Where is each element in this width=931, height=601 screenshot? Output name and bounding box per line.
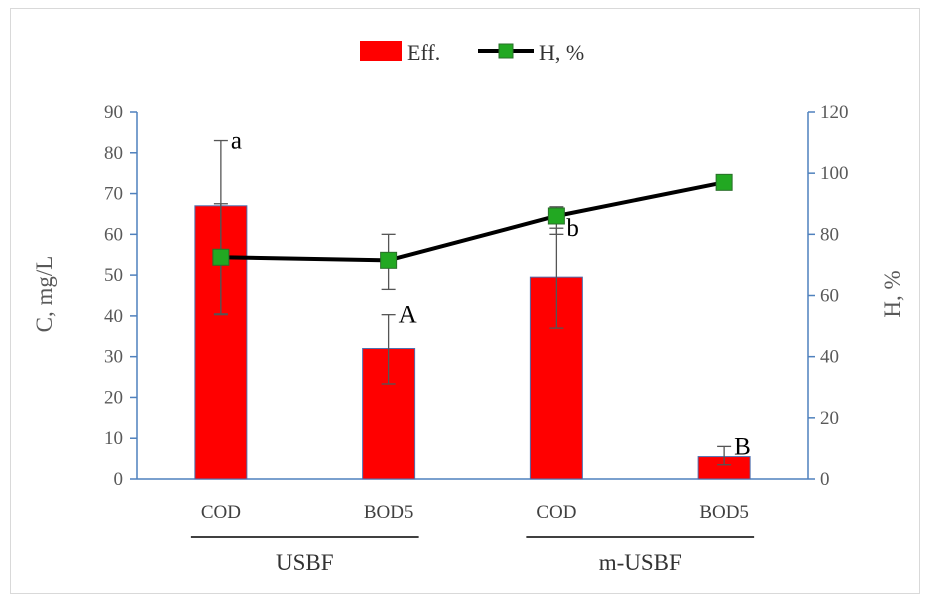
right-axis-tick-label: 0 (820, 469, 830, 490)
legend-line-label: H, % (539, 40, 584, 65)
left-axis-tick-label: 80 (104, 143, 123, 164)
category-label: COD (201, 502, 241, 523)
right-axis-title: H, % (880, 270, 905, 317)
category-label: COD (536, 502, 576, 523)
left-axis-title: C, mg/L (32, 256, 57, 333)
left-axis-tick-label: 90 (104, 102, 123, 123)
bar-error-bars (213, 139, 732, 466)
left-axis-tick-label: 60 (104, 224, 123, 245)
right-axis-tick-label: 80 (820, 224, 839, 245)
significance-letter: A (399, 302, 417, 329)
group-label: USBF (276, 550, 334, 575)
significance-letters: a Ab B (231, 128, 751, 461)
left-axis-tick-label: 30 (104, 347, 123, 368)
h-point (715, 173, 733, 191)
legend-bar-label: Eff. (407, 40, 440, 65)
legend-line-marker (498, 43, 514, 59)
bars (194, 205, 751, 480)
chart-frame (10, 8, 920, 594)
h-point (380, 251, 398, 269)
right-axis-tick-label: 100 (820, 163, 849, 184)
right-axis-tick-label: 40 (820, 347, 839, 368)
left-axis-tick-label: 0 (114, 469, 124, 490)
significance-letter: b (566, 215, 579, 242)
h-line (220, 180, 725, 263)
category-label: BOD5 (699, 502, 749, 523)
right-axis-tick-label: 120 (820, 102, 849, 123)
left-axis-tick-label: 10 (104, 428, 123, 449)
h-line-series (212, 173, 733, 315)
left-axis-tick-label: 70 (104, 184, 123, 205)
significance-letter: B (734, 433, 751, 460)
left-axis-tick-label: 40 (104, 306, 123, 327)
right-axis-tick-label: 60 (820, 286, 839, 307)
group-label: m-USBF (599, 550, 682, 575)
significance-letter: a (231, 128, 242, 155)
left-axis-tick-label: 20 (104, 387, 123, 408)
legend-bar-swatch (360, 41, 402, 61)
legend: Eff. H, % (360, 40, 584, 65)
axes: 0 10 20 30 40 50 60 70 80 90 0 20 40 60 80 100 120 (104, 102, 849, 490)
right-axis-tick-label: 20 (820, 408, 839, 429)
h-point (212, 248, 230, 266)
left-axis-tick-label: 50 (104, 265, 123, 286)
group-labels: USBF m-USBF (190, 536, 755, 575)
category-label: BOD5 (364, 502, 414, 523)
h-point (547, 207, 565, 225)
category-labels: COD BOD5 COD BOD5 (201, 502, 749, 523)
